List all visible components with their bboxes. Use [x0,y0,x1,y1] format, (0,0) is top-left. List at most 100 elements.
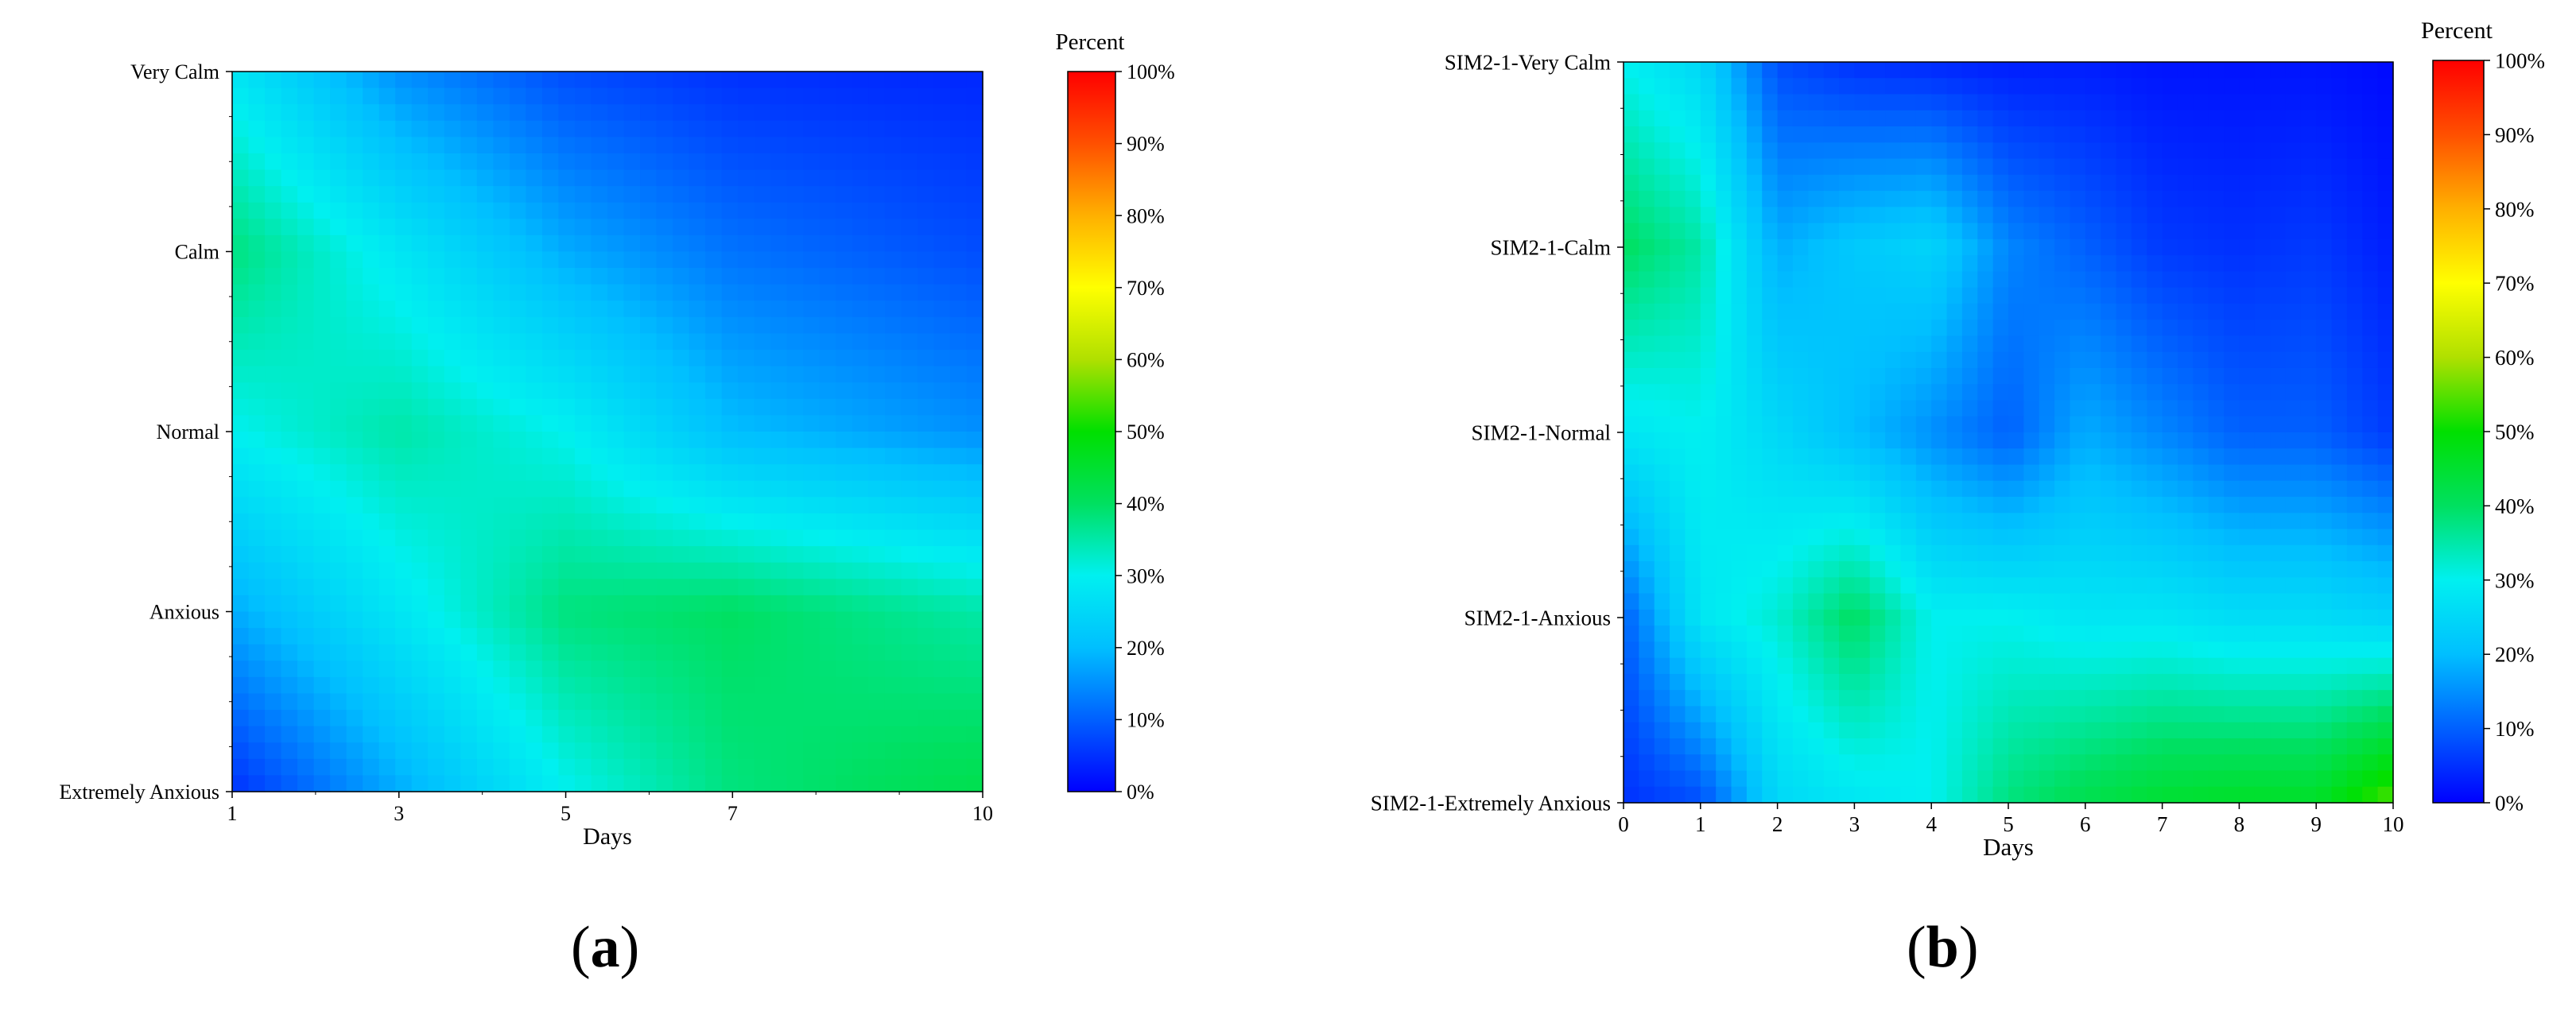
heatmap-cell [265,234,282,253]
heatmap-cell [901,366,918,383]
heatmap-cell [1946,673,1963,691]
heatmap-cell [1900,78,1917,95]
heatmap-cell [2285,287,2302,304]
heatmap-cell [1777,673,1794,691]
heatmap-cell [1946,126,1963,143]
heatmap-cell [705,611,723,629]
heatmap-cell [574,447,592,465]
heatmap-cell [2116,626,2132,642]
heatmap-cell [2070,367,2086,385]
heatmap-cell [721,366,739,383]
heatmap-cell [2362,320,2379,337]
heatmap-cell [591,251,608,269]
heatmap-cell [395,693,413,711]
heatmap-cell [607,775,625,792]
heatmap-cell [2377,287,2394,304]
heatmap-cell [673,546,690,564]
heatmap-cell [509,153,526,171]
heatmap-cell [1624,384,1639,401]
heatmap-cell [786,480,804,498]
heatmap-cell [591,153,608,171]
heatmap-cell [1961,271,1978,289]
heatmap-cell [411,693,429,711]
heatmap-cell [2116,303,2132,320]
heatmap-cell [1731,174,1748,192]
heatmap-cell [1854,110,1871,127]
heatmap-cell [1808,722,1825,739]
heatmap-cell [868,546,886,564]
heatmap-cell [1900,690,1917,707]
heatmap-cell [378,480,396,498]
heatmap-cell [2377,544,2394,562]
heatmap-cell [1854,351,1871,369]
heatmap-cell [541,137,560,154]
heatmap-cell [1624,626,1639,642]
heatmap-cell [1731,722,1748,739]
heatmap-cell [2270,529,2287,546]
heatmap-cell [1885,367,1902,385]
heatmap-cell [705,775,723,792]
heatmap-cell [770,710,788,727]
heatmap-cell [2008,400,2024,417]
heatmap-cell [1977,593,1994,610]
heatmap-cell [281,546,298,564]
heatmap-cell [656,300,673,318]
heatmap-cell [2101,432,2117,449]
heatmap-cell [2116,673,2132,691]
heatmap-cell [591,529,608,547]
heatmap-cell [2131,657,2147,675]
heatmap-cell [574,186,592,203]
heatmap-cell [428,120,445,138]
heatmap-cell [265,350,282,367]
heatmap-cell [1992,754,2009,772]
heatmap-cell [868,432,886,449]
heatmap-cell [428,775,445,792]
heatmap-cell [1777,351,1794,369]
heatmap-cell [297,693,315,711]
heatmap-cell [2270,320,2287,337]
heatmap-cell [836,398,853,416]
heatmap-cell [868,219,886,236]
heatmap-cell [1716,320,1732,337]
heatmap-cell [265,219,282,236]
heatmap-cell [884,300,902,318]
heatmap-cell [2023,62,2040,79]
heatmap-cell [2224,335,2240,353]
heatmap-cell [640,300,658,318]
heatmap-cell [2300,191,2317,207]
heatmap-cell [721,234,739,253]
heatmap-cell [232,611,250,629]
heatmap-cell [346,726,363,743]
heatmap-cell [738,529,755,547]
heatmap-cell [1823,351,1840,369]
heatmap-cell [1670,690,1686,707]
heatmap-cell [673,742,690,760]
heatmap-cell [1900,432,1917,449]
heatmap-cell [1670,384,1686,401]
heatmap-cell [1731,110,1748,127]
heatmap-cell [1992,416,2009,433]
heatmap-cell [493,169,510,187]
heatmap-cell [1700,287,1717,304]
heatmap-cell [1746,497,1763,513]
heatmap-cell [2362,158,2379,176]
heatmap-cell [313,710,331,727]
heatmap-cell [949,562,968,579]
heatmap-cell [541,186,560,203]
heatmap-cell [852,350,869,367]
heatmap-cell [2101,673,2117,691]
heatmap-cell [2039,78,2055,95]
panel-a-colorbar [1067,71,1116,792]
heatmap-cell [2008,641,2024,659]
heatmap-cell [1869,335,1886,353]
heatmap-cell [640,513,658,531]
heatmap-cell [2316,126,2333,143]
heatmap-cell [852,153,869,171]
heatmap-cell [460,300,478,318]
heatmap-cell [476,87,494,105]
heatmap-cell [2316,673,2333,691]
heatmap-cell [803,611,821,629]
heatmap-cell [623,137,641,154]
heatmap-cell [2239,320,2256,337]
heatmap-cell [705,415,723,432]
